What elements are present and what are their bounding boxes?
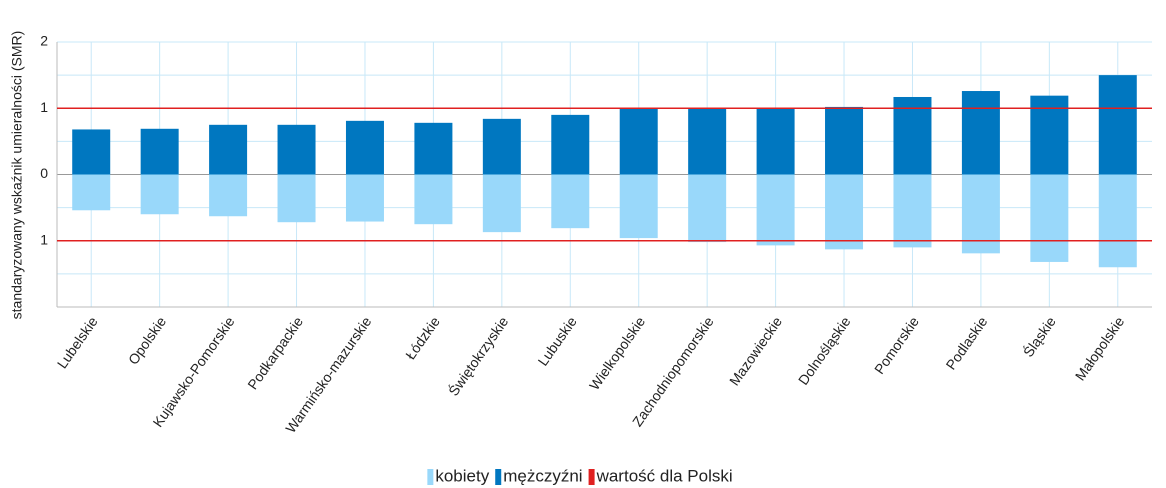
bar: [756, 174, 795, 246]
x-tick-label: Łódzkie: [402, 314, 443, 363]
x-tick-label: Pomorskie: [871, 314, 922, 378]
x-tick-label: Świętokrzyskie: [444, 313, 511, 399]
legend-swatch: [588, 469, 595, 485]
bar: [551, 114, 590, 175]
legend-swatch: [427, 469, 434, 485]
x-tick-label: Małopolskie: [1072, 314, 1128, 384]
bar: [1098, 75, 1137, 175]
bar: [1098, 174, 1137, 268]
x-tick-label: Śląskie: [1019, 313, 1059, 360]
bar: [209, 174, 248, 217]
bar: [619, 108, 658, 175]
bar: [825, 106, 864, 175]
bar: [825, 174, 864, 250]
bar: [277, 124, 316, 175]
bar: [961, 91, 1000, 175]
x-tick-label: Mazowieckie: [726, 313, 785, 388]
bar: [277, 174, 316, 223]
bar: [72, 174, 111, 211]
legend-label: mężczyźni: [503, 466, 582, 485]
bar: [72, 129, 111, 175]
bar: [893, 96, 932, 175]
x-tick-label: Podlaskie: [942, 313, 990, 372]
bar: [756, 108, 795, 175]
bar: [688, 174, 727, 243]
bar: [688, 108, 727, 175]
y-tick-label: 0: [40, 165, 48, 181]
bar: [619, 174, 658, 239]
bar: [1030, 174, 1069, 262]
bar: [140, 128, 179, 175]
bar: [482, 174, 521, 233]
x-tick-label: Lubuskie: [535, 313, 580, 368]
x-tick-label: Podkarpackie: [244, 313, 306, 392]
bar: [551, 174, 590, 229]
legend-label: wartość dla Polski: [596, 466, 733, 485]
x-tick-label: Lubelskie: [54, 313, 101, 371]
bar: [345, 174, 384, 222]
bar: [961, 174, 1000, 254]
legend-label: kobiety: [435, 466, 489, 485]
bar: [1030, 95, 1069, 175]
x-tick-label: Wielkopolskie: [586, 313, 648, 392]
bar: [893, 174, 932, 248]
bar: [140, 174, 179, 215]
x-tick-label: Opolskie: [125, 313, 169, 367]
legend-swatch: [495, 469, 502, 485]
bar: [414, 122, 453, 175]
y-tick-label: 2: [40, 33, 48, 49]
y-tick-label: 1: [40, 231, 48, 247]
bar: [482, 118, 521, 175]
x-tick-label: Dolnośląskie: [795, 313, 854, 387]
bar: [414, 174, 453, 225]
y-axis-label: standaryzowany wskaźnik umieralności (SM…: [9, 31, 25, 320]
bar: [345, 120, 384, 175]
bar: [209, 124, 248, 175]
y-tick-label: 1: [40, 99, 48, 115]
